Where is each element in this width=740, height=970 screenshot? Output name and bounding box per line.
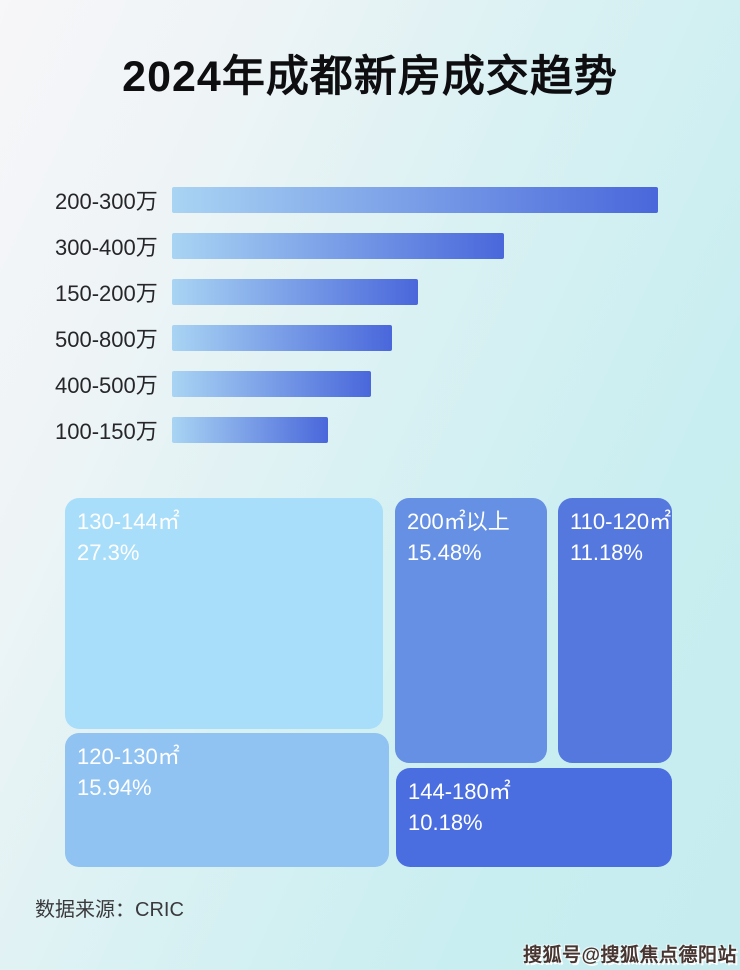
bar-category-label: 100-150万: [55, 419, 158, 444]
bar-row: 500-800万: [55, 325, 695, 352]
page-title: 2024年成都新房成交趋势: [122, 53, 618, 101]
treemap-cell-label: 120-130㎡: [77, 744, 180, 769]
treemap-cell-value: 10.18%: [408, 810, 483, 836]
treemap-cell-label: 110-120㎡: [570, 509, 672, 534]
treemap-cell: 130-144㎡ 27.3%: [65, 498, 383, 729]
bar-category-label: 500-800万: [55, 327, 158, 352]
treemap-cell-value: 15.94%: [77, 775, 152, 801]
bar-row: 300-400万: [55, 233, 695, 260]
treemap-cell: 144-180㎡ 10.18%: [396, 768, 672, 867]
treemap-cell-value: 27.3%: [77, 540, 140, 566]
bar: [172, 279, 418, 305]
bar: [172, 187, 658, 213]
bar: [172, 233, 504, 259]
bar-row: 200-300万: [55, 187, 695, 214]
treemap-cell: 120-130㎡ 15.94%: [65, 733, 389, 867]
bar: [172, 325, 393, 351]
bar-category-label: 400-500万: [55, 373, 158, 398]
treemap-cell-value: 11.18%: [570, 540, 643, 566]
treemap-cell-label: 130-144㎡: [77, 509, 180, 534]
bar-category-label: 200-300万: [55, 189, 158, 214]
treemap-cell: 110-120㎡ 11.18%: [558, 498, 672, 763]
treemap-cell-value: 15.48%: [407, 540, 482, 566]
bar: [172, 371, 371, 397]
bar: [172, 417, 328, 443]
bar-category-label: 300-400万: [55, 235, 158, 260]
bar-row: 100-150万: [55, 417, 695, 444]
treemap-cell-label: 144-180㎡: [408, 779, 511, 804]
data-source-label: 数据来源：CRIC: [35, 899, 184, 921]
bar-category-label: 150-200万: [55, 281, 158, 306]
bar-row: 150-200万: [55, 279, 695, 306]
treemap-cell: 200㎡以上 15.48%: [395, 498, 547, 763]
watermark-text: 搜狐号@搜狐焦点德阳站: [522, 945, 737, 966]
treemap-cell-label: 200㎡以上: [407, 509, 510, 534]
bar-row: 400-500万: [55, 371, 695, 398]
bar-chart: 200-300万 300-400万 150-200万 500-800万 400-500万…: [55, 187, 695, 463]
